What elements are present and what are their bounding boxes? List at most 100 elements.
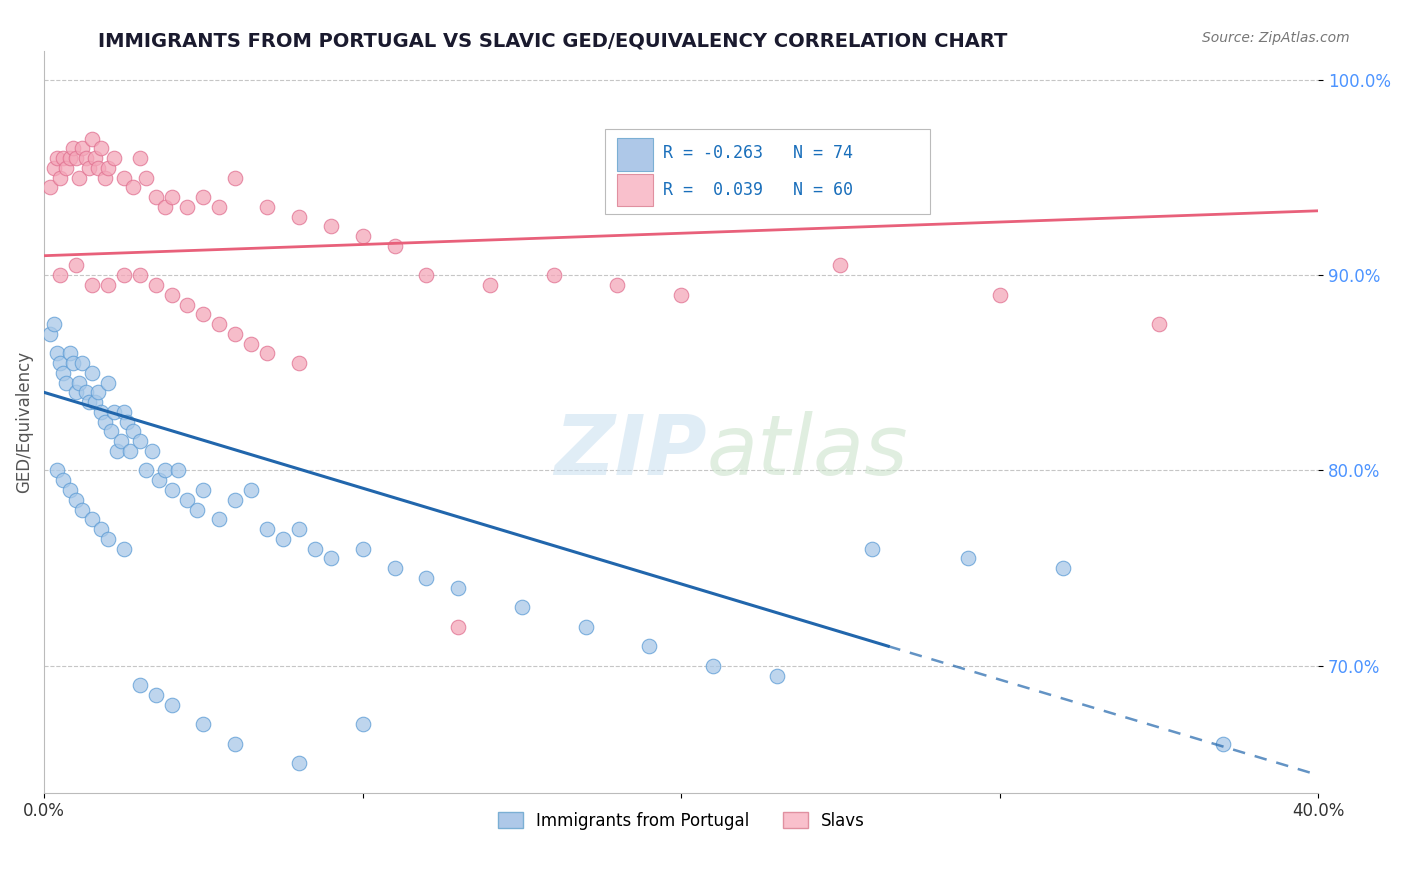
Point: [193, 307, 215, 321]
Point: [97, 376, 120, 390]
Point: [256, 200, 278, 214]
Point: [765, 668, 787, 682]
Point: [208, 317, 231, 331]
Point: [55, 376, 77, 390]
Point: [75, 385, 97, 400]
Point: [128, 151, 150, 165]
Point: [62, 356, 84, 370]
Point: [160, 698, 183, 712]
Point: [112, 170, 135, 185]
FancyBboxPatch shape: [605, 128, 929, 214]
Point: [510, 600, 533, 615]
Point: [135, 463, 157, 477]
Point: [42, 317, 65, 331]
Point: [288, 210, 311, 224]
Point: [160, 483, 183, 497]
Point: [415, 571, 437, 585]
Y-axis label: GED/Equivalency: GED/Equivalency: [15, 351, 32, 492]
Text: ZIP: ZIP: [554, 411, 707, 491]
Point: [45, 151, 67, 165]
Point: [319, 219, 342, 234]
Point: [65, 259, 87, 273]
Point: [58, 151, 80, 165]
Point: [384, 239, 406, 253]
Point: [52, 473, 75, 487]
Point: [384, 561, 406, 575]
Point: [830, 259, 852, 273]
Point: [58, 346, 80, 360]
Point: [193, 717, 215, 731]
Point: [240, 483, 263, 497]
Point: [176, 492, 198, 507]
Point: [224, 326, 246, 341]
Point: [352, 229, 374, 244]
Point: [93, 170, 115, 185]
Point: [128, 678, 150, 692]
Text: atlas: atlas: [707, 411, 908, 491]
Point: [112, 541, 135, 556]
Text: IMMIGRANTS FROM PORTUGAL VS SLAVIC GED/EQUIVALENCY CORRELATION CHART: IMMIGRANTS FROM PORTUGAL VS SLAVIC GED/E…: [98, 31, 1008, 50]
Legend: Immigrants from Portugal, Slavs: Immigrants from Portugal, Slavs: [491, 805, 872, 837]
Point: [39, 180, 62, 194]
Point: [80, 277, 103, 292]
Point: [288, 356, 311, 370]
Point: [120, 444, 142, 458]
Point: [352, 717, 374, 731]
Point: [193, 190, 215, 204]
Point: [145, 190, 167, 204]
Point: [224, 170, 246, 185]
Point: [176, 297, 198, 311]
Point: [988, 287, 1011, 301]
Point: [49, 170, 72, 185]
Text: R = -0.263   N = 74: R = -0.263 N = 74: [664, 145, 853, 162]
Point: [97, 532, 120, 546]
Point: [93, 415, 115, 429]
Point: [352, 541, 374, 556]
Point: [65, 492, 87, 507]
Point: [160, 190, 183, 204]
Text: Source: ZipAtlas.com: Source: ZipAtlas.com: [1202, 31, 1350, 45]
Point: [72, 356, 94, 370]
Point: [67, 170, 90, 185]
Point: [128, 434, 150, 449]
Point: [115, 415, 138, 429]
Point: [956, 551, 979, 566]
Point: [167, 463, 190, 477]
Point: [208, 200, 231, 214]
Point: [55, 161, 77, 175]
Point: [122, 180, 145, 194]
Point: [80, 131, 103, 145]
Point: [176, 200, 198, 214]
Point: [135, 170, 157, 185]
FancyBboxPatch shape: [617, 138, 654, 171]
Point: [49, 356, 72, 370]
Point: [1052, 561, 1074, 575]
Point: [42, 161, 65, 175]
Point: [193, 483, 215, 497]
Point: [75, 151, 97, 165]
Point: [80, 366, 103, 380]
Point: [256, 346, 278, 360]
Point: [288, 756, 311, 771]
Point: [97, 277, 120, 292]
Point: [145, 688, 167, 702]
Point: [1212, 737, 1234, 751]
Point: [52, 366, 75, 380]
Point: [271, 532, 294, 546]
Point: [543, 268, 565, 283]
Point: [52, 151, 75, 165]
Point: [112, 405, 135, 419]
Point: [128, 268, 150, 283]
Point: [575, 620, 598, 634]
Point: [105, 444, 128, 458]
Point: [80, 512, 103, 526]
Point: [49, 268, 72, 283]
Point: [160, 287, 183, 301]
Point: [638, 639, 661, 653]
Point: [62, 141, 84, 155]
FancyBboxPatch shape: [617, 174, 654, 206]
Point: [319, 551, 342, 566]
Point: [186, 502, 208, 516]
Point: [84, 151, 107, 165]
Point: [141, 444, 163, 458]
